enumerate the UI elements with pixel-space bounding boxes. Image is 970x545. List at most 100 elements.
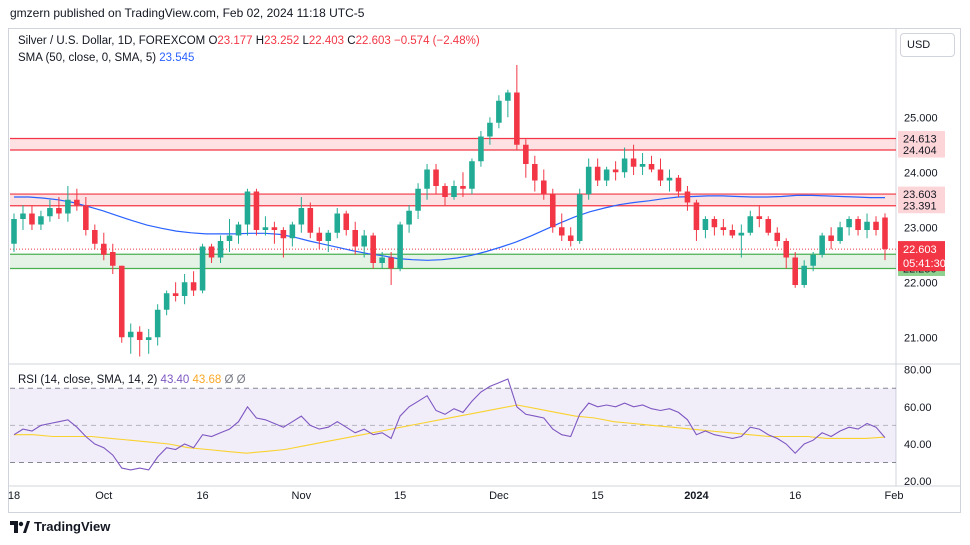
candle-body (181, 282, 188, 296)
candle-body (783, 241, 790, 258)
candle-95 (864, 213, 870, 239)
candle-30 (280, 227, 287, 258)
zone-label-bottom-0-bg (898, 142, 945, 158)
candle-body (693, 202, 700, 230)
candle-body (864, 221, 870, 230)
candle-56 (514, 65, 520, 151)
candle-body (38, 216, 44, 225)
candle-body (127, 331, 134, 338)
candle-body (702, 219, 709, 230)
candle-body (325, 232, 332, 241)
tradingview-logo[interactable]: TradingView (10, 519, 110, 534)
candle-body (145, 337, 152, 340)
candle-9 (92, 224, 98, 250)
candle-60 (549, 188, 556, 233)
x-tick-label: 15 (394, 490, 406, 502)
candle-91 (828, 227, 834, 250)
candle-12 (118, 265, 125, 343)
rsi-tick-label: 20.00 (904, 476, 932, 488)
candle-body (612, 169, 619, 173)
candle-97 (882, 213, 888, 261)
rsi-tick-label: 40.00 (904, 439, 932, 451)
candle-88 (801, 260, 807, 288)
candle-body (684, 191, 691, 203)
candle-62 (567, 227, 574, 247)
candle-body (576, 194, 583, 241)
candle-body (208, 246, 215, 258)
candle-40 (370, 232, 376, 269)
candle-8 (83, 197, 89, 236)
symbol-title[interactable]: Silver / U.S. Dollar, 1D, FOREXCOM (18, 35, 206, 47)
candle-body (648, 164, 655, 170)
close-label: C (347, 35, 356, 47)
price-tick-label: 23.000 (904, 222, 938, 234)
candle-72 (657, 158, 664, 186)
candle-67 (612, 161, 619, 181)
candle-body (487, 122, 493, 137)
rsi-tick-label: 60.00 (904, 402, 932, 414)
zone-label-top-1-bg (898, 186, 945, 202)
candle-body (621, 158, 628, 173)
candle-5 (56, 197, 62, 219)
candle-body (585, 166, 592, 195)
candle-body (496, 100, 502, 123)
last-price-tag-bg (898, 241, 945, 272)
candle-36 (334, 208, 341, 239)
candle-body (352, 230, 359, 247)
candle-41 (379, 252, 385, 269)
candle-body (74, 199, 80, 206)
close-value: 22.603 (355, 35, 391, 47)
candle-body (406, 210, 412, 225)
last-price-label: 22.603 (903, 244, 937, 256)
candle-body (882, 217, 888, 250)
candle-body (244, 191, 251, 225)
currency-button[interactable]: USD (900, 33, 955, 57)
candle-16 (154, 304, 161, 346)
rsi-legend[interactable]: RSI (14, close, SMA, 14, 2) 43.40 43.68 … (18, 374, 246, 386)
zone-label-bottom-0: 24.404 (903, 145, 937, 157)
candle-body (298, 208, 305, 225)
candle-54 (496, 95, 502, 129)
candle-0 (11, 213, 17, 252)
candle-body (720, 227, 727, 230)
candle-71 (648, 155, 655, 173)
symbol-legend: Silver / U.S. Dollar, 1D, FOREXCOM O23.1… (18, 35, 480, 47)
candle-28 (262, 216, 269, 236)
candle-90 (819, 232, 825, 258)
candle-body (415, 188, 421, 211)
candle-2 (29, 205, 35, 230)
candle-11 (109, 243, 116, 274)
x-tick-label: 2024 (684, 490, 709, 502)
candle-body (819, 235, 825, 255)
candle-20 (190, 271, 197, 296)
candle-body (361, 235, 367, 247)
x-tick-label: 16 (196, 490, 208, 502)
candle-1 (20, 205, 26, 230)
candle-14 (136, 326, 143, 357)
candle-body (855, 219, 861, 230)
candle-7 (74, 188, 80, 211)
rsi-label: RSI (14, close, SMA, 14, 2) (18, 374, 158, 386)
candle-body (837, 227, 843, 241)
candle-body (11, 219, 17, 244)
sma-legend[interactable]: SMA (50, close, 0, SMA, 5) 23.545 (18, 52, 194, 64)
candle-body (343, 213, 350, 230)
candle-body (388, 257, 394, 269)
candle-27 (253, 188, 260, 236)
candle-body (460, 186, 466, 189)
candle-body (810, 254, 816, 266)
candle-96 (873, 216, 879, 236)
candle-35 (325, 230, 332, 252)
candle-85 (774, 227, 781, 247)
candle-6 (65, 186, 71, 222)
candle-body (594, 166, 601, 181)
candle-78 (711, 216, 718, 236)
candle-body (253, 191, 260, 230)
candle-44 (406, 205, 412, 233)
candle-13 (127, 323, 134, 354)
candle-body (271, 227, 278, 230)
rsi-extra-2: Ø (236, 374, 246, 386)
candle-body (747, 216, 754, 233)
candle-10 (101, 232, 107, 261)
